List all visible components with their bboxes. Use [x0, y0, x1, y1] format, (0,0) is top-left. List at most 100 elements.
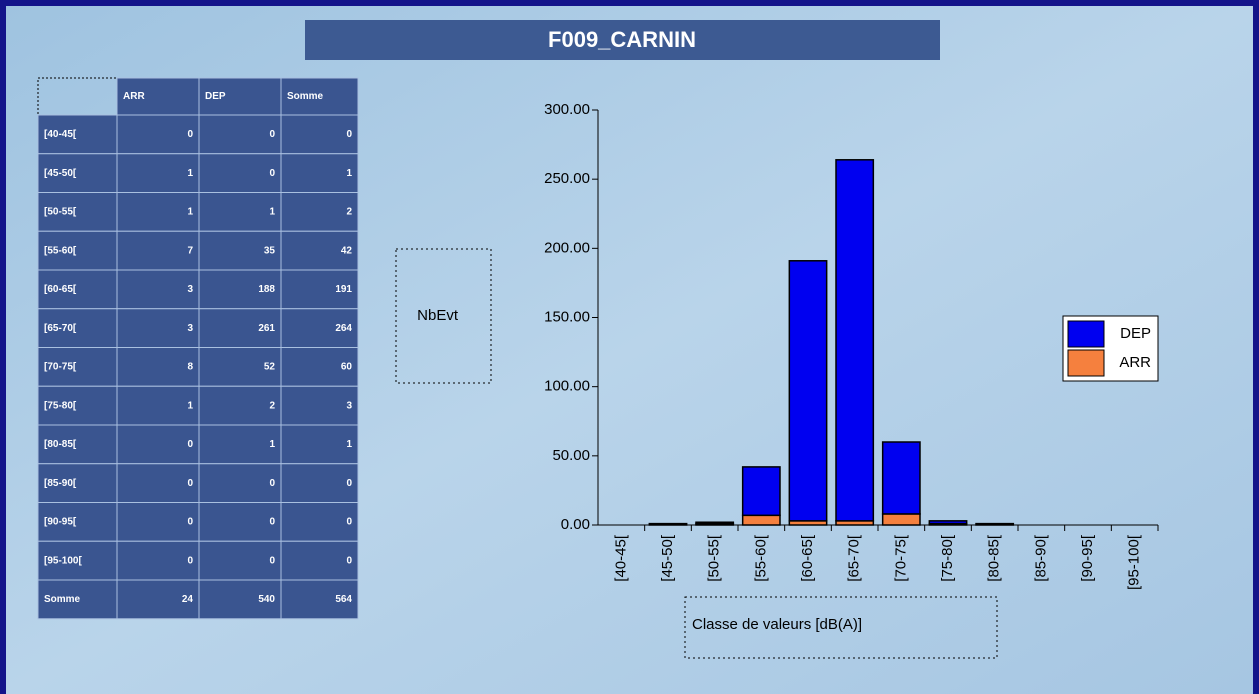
- x-tick-label: [85-90[: [1032, 534, 1049, 582]
- ylabel-box: [395, 248, 492, 384]
- table-cell: [37, 540, 118, 581]
- table-cell: [37, 385, 118, 426]
- bar-segment: [881, 513, 921, 526]
- bar-segment: [975, 522, 1015, 526]
- y-tick-label: 0.00: [561, 516, 590, 533]
- table-value: 0: [187, 555, 193, 566]
- legend-swatch: [1067, 320, 1105, 348]
- bar-segment: [928, 520, 968, 525]
- table-cell: [116, 114, 200, 155]
- legend-swatch: [1067, 349, 1105, 377]
- y-tick-label: 200.00: [544, 239, 590, 256]
- table-value: 3: [187, 323, 193, 334]
- bar-segment: [788, 260, 828, 522]
- table-cell: [280, 114, 359, 155]
- table-value: 3: [346, 400, 352, 411]
- row-label: [70-75[: [44, 362, 77, 373]
- table-cell: [116, 347, 200, 387]
- table-cell: [280, 77, 359, 116]
- x-tick-label: [75-80[: [939, 534, 956, 582]
- x-tick-label: [40-45[: [612, 534, 629, 582]
- bar-segment: [881, 441, 921, 515]
- table-value: 191: [335, 284, 352, 295]
- table-value: 60: [341, 362, 353, 373]
- table-value: 52: [264, 362, 276, 373]
- footer-value: 564: [335, 594, 352, 605]
- table-value: 2: [346, 207, 352, 218]
- table-cell: [280, 192, 359, 232]
- table-cell: [37, 269, 118, 310]
- x-tick-label: [90-95[: [1079, 534, 1096, 582]
- bar-segment: [741, 466, 781, 517]
- table-cell: [116, 385, 200, 426]
- table-value: 35: [264, 245, 276, 256]
- table-cell: [198, 230, 282, 271]
- x-tick-label: [45-50[: [659, 534, 676, 582]
- table-cell: [37, 192, 118, 232]
- table-value: 0: [269, 517, 275, 528]
- footer-value: 24: [182, 594, 194, 605]
- table-value: 0: [346, 555, 352, 566]
- table-cell: [37, 424, 118, 465]
- legend-label: ARR: [1119, 354, 1151, 371]
- table-value: 0: [269, 555, 275, 566]
- footer-label: Somme: [44, 594, 81, 605]
- y-tick-label: 150.00: [544, 308, 590, 325]
- table-value: 0: [346, 478, 352, 489]
- y-tick-label: 250.00: [544, 170, 590, 187]
- table-cell: [198, 463, 282, 503]
- table-value: 0: [187, 129, 193, 140]
- x-tick-label: [70-75[: [892, 534, 909, 582]
- row-label: [60-65[: [44, 284, 77, 295]
- table-cell: [198, 502, 282, 542]
- column-header: DEP: [205, 91, 226, 102]
- row-label: [85-90[: [44, 478, 77, 489]
- table-cell: [280, 385, 359, 426]
- table-value: 0: [269, 129, 275, 140]
- table-value: 8: [187, 362, 193, 373]
- bar-segment: [648, 522, 688, 526]
- table-value: 1: [346, 168, 352, 179]
- xlabel-box: [684, 596, 998, 659]
- table-value: 0: [346, 517, 352, 528]
- table-cell: [280, 579, 359, 620]
- x-tick-label: [65-70[: [846, 534, 863, 582]
- table-cell: [116, 579, 200, 620]
- column-header: Somme: [287, 91, 324, 102]
- table-value: 261: [258, 323, 275, 334]
- table-cell: [116, 77, 200, 116]
- row-label: [40-45[: [44, 129, 77, 140]
- title: F009_CARNIN: [548, 27, 696, 52]
- table-value: 1: [187, 207, 193, 218]
- table-value: 42: [341, 245, 353, 256]
- x-tick-label: [55-60[: [752, 534, 769, 582]
- row-label: [50-55[: [44, 207, 77, 218]
- table-cell: [37, 502, 118, 542]
- bar-segment: [741, 514, 781, 526]
- table-value: 3: [187, 284, 193, 295]
- table-value: 188: [258, 284, 275, 295]
- y-tick-label: 100.00: [544, 378, 590, 395]
- table-cell: [280, 347, 359, 387]
- x-tick-label: [60-65[: [799, 534, 816, 582]
- table-cell: [198, 424, 282, 465]
- table-cell: [198, 192, 282, 232]
- legend-label: DEP: [1120, 325, 1151, 342]
- table-value: 0: [187, 478, 193, 489]
- table-cell: [198, 579, 282, 620]
- table-value: 0: [346, 129, 352, 140]
- x-tick-label: [95-100[: [1126, 534, 1143, 590]
- footer-value: 540: [258, 594, 275, 605]
- table-cell: [37, 230, 118, 271]
- table-cell: [280, 308, 359, 348]
- table-value: 1: [187, 168, 193, 179]
- table-cell: [198, 77, 282, 116]
- table-value: 1: [187, 400, 193, 411]
- x-tick-label: [50-55[: [706, 534, 723, 582]
- table-cell: [37, 463, 118, 503]
- table-value: 1: [269, 207, 275, 218]
- row-label: [45-50[: [44, 168, 77, 179]
- bar-segment: [695, 521, 735, 525]
- row-label: [55-60[: [44, 245, 77, 256]
- table-cell: [198, 269, 282, 310]
